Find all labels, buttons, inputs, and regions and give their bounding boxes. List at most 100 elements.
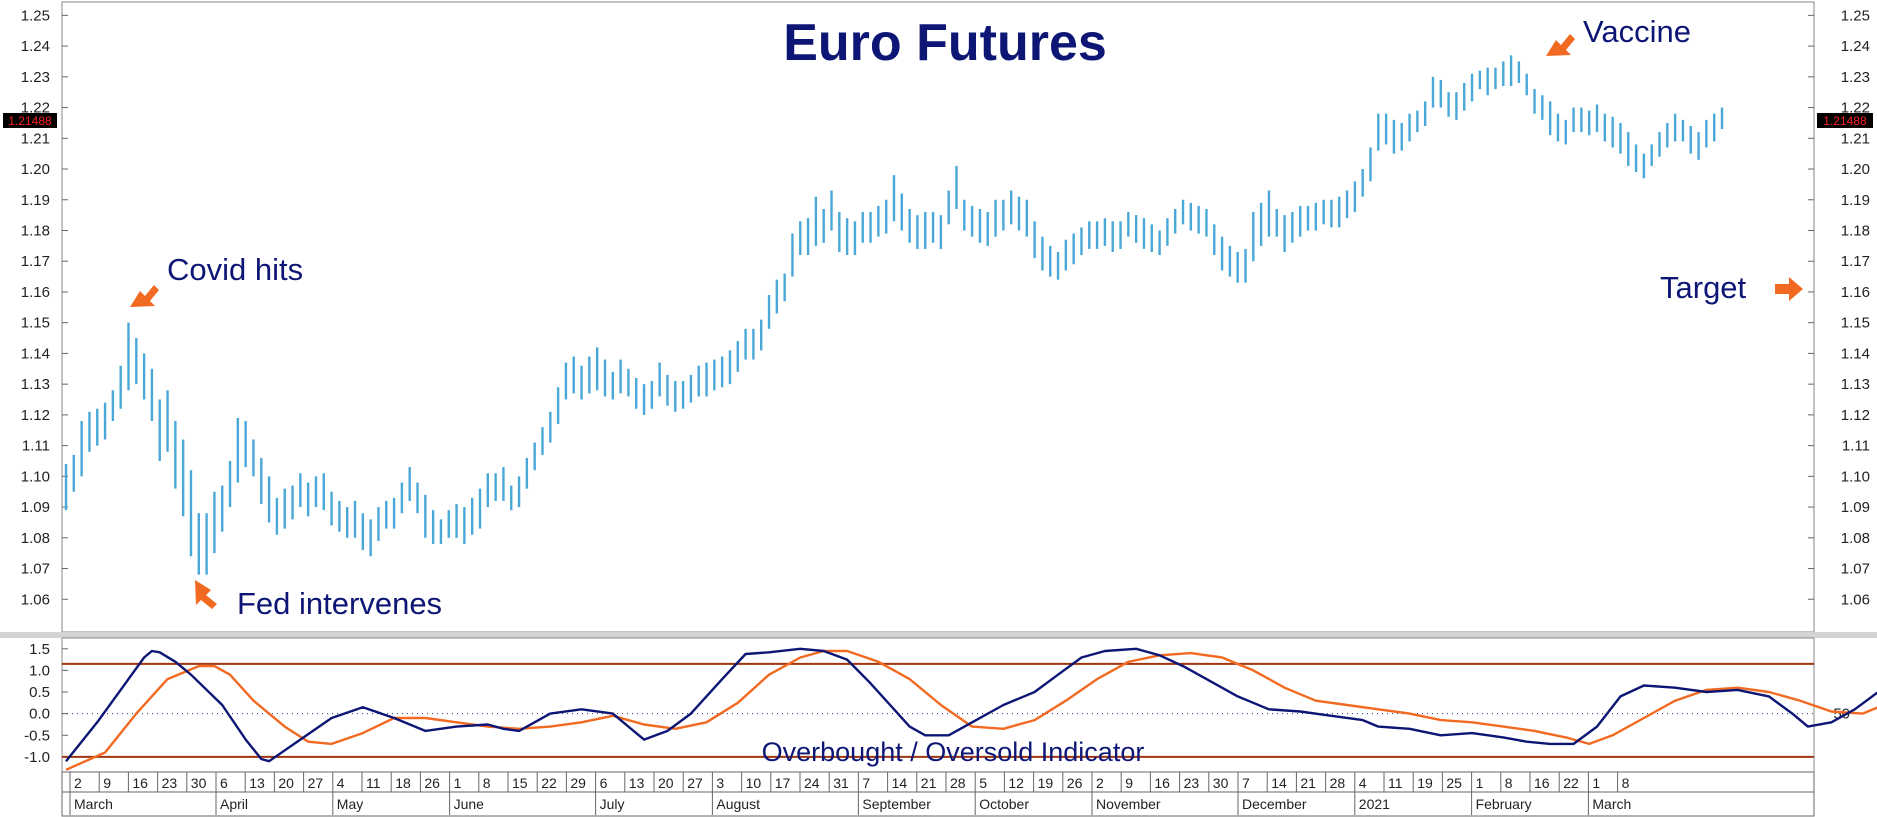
price-tick-label-left: 1.12	[21, 407, 50, 424]
date-week-label: 2	[74, 775, 82, 791]
date-week-label: 19	[1417, 775, 1433, 791]
date-month-label: April	[220, 796, 248, 812]
price-tick-label-right: 1.12	[1841, 407, 1870, 424]
date-month-label: August	[716, 796, 760, 812]
date-week-label: 26	[1067, 775, 1083, 791]
date-week-label: 8	[1505, 775, 1513, 791]
price-tick-label-right: 1.13	[1841, 376, 1870, 393]
price-tick-label-left: 1.11	[22, 438, 50, 455]
date-week-label: 6	[600, 775, 608, 791]
date-week-label: 11	[366, 775, 381, 791]
price-tick-label-left: 1.19	[21, 192, 50, 209]
indicator-tick-label: 0.0	[29, 706, 50, 723]
indicator-fast-line	[65, 647, 1877, 763]
date-week-label: 27	[308, 775, 324, 791]
date-month-label: July	[600, 796, 625, 812]
price-tick-label-right: 1.11	[1842, 438, 1870, 455]
arrow-down-left-icon	[1546, 34, 1575, 56]
price-flag-left-bg	[3, 113, 57, 128]
annotation-vaccine: Vaccine	[1546, 14, 1691, 56]
date-month-label: June	[454, 796, 485, 812]
price-tick-label-left: 1.18	[21, 222, 50, 239]
date-week-label: 9	[1125, 775, 1133, 791]
price-tick-label-right: 1.18	[1841, 222, 1870, 239]
date-week-label: 30	[1213, 775, 1229, 791]
date-month-label: 2021	[1359, 796, 1390, 812]
date-week-label: 23	[1184, 775, 1200, 791]
price-tick-label-right: 1.21	[1841, 130, 1870, 147]
price-tick-label-left: 1.20	[21, 161, 50, 178]
date-week-label: 29	[570, 775, 586, 791]
date-week-label: 27	[687, 775, 703, 791]
date-week-label: 22	[541, 775, 557, 791]
price-tick-label-left: 1.07	[21, 561, 50, 578]
arrow-right-icon	[1775, 277, 1803, 301]
date-month-label: May	[337, 796, 363, 812]
price-tick-label-right: 1.25	[1841, 7, 1870, 24]
date-week-label: 16	[1154, 775, 1170, 791]
date-week-label: 15	[512, 775, 528, 791]
indicator-lines	[65, 647, 1877, 771]
price-tick-label-right: 1.15	[1841, 315, 1870, 332]
date-week-label: 20	[658, 775, 674, 791]
price-tick-label-right: 1.09	[1841, 499, 1870, 516]
date-week-label: 21	[1300, 775, 1316, 791]
price-tick-label-right: 1.14	[1841, 345, 1870, 362]
date-week-label: 1	[454, 775, 462, 791]
price-flag-left: 1.21488	[3, 113, 57, 128]
price-flag-left-text: 1.21488	[8, 114, 52, 128]
price-tick-label-right: 1.10	[1841, 468, 1870, 485]
date-week-label: 17	[775, 775, 791, 791]
date-week-label: 28	[1330, 775, 1346, 791]
price-tick-label-left: 1.10	[21, 468, 50, 485]
panel-separator	[0, 632, 1877, 638]
date-week-label: 26	[424, 775, 440, 791]
price-tick-label-right: 1.24	[1841, 38, 1870, 55]
date-week-label: 8	[1622, 775, 1630, 791]
date-week-label: 16	[1534, 775, 1550, 791]
annotation-covid: Covid hits	[130, 252, 303, 307]
price-tick-label-right: 1.16	[1841, 284, 1870, 301]
arrow-up-left-icon	[195, 580, 217, 609]
price-tick-label-left: 1.23	[21, 69, 50, 86]
date-week-label: 30	[191, 775, 207, 791]
date-week-label: 4	[337, 775, 345, 791]
price-flag-right: 1.21488	[1817, 113, 1873, 128]
price-tick-label-left: 1.16	[21, 284, 50, 301]
date-month-label: March	[74, 796, 113, 812]
price-tick-label-left: 1.21	[21, 130, 50, 147]
date-month-label: March	[1592, 796, 1631, 812]
price-tick-label-left: 1.08	[21, 530, 50, 547]
indicator-tick-label: 1.5	[29, 641, 50, 658]
price-tick-label-right: 1.08	[1841, 530, 1870, 547]
date-month-label: December	[1242, 796, 1307, 812]
indicator-axis: 1.51.00.50.0-0.5-1.050	[24, 641, 1850, 766]
price-tick-label-left: 1.17	[21, 253, 50, 270]
date-week-label: 9	[103, 775, 111, 791]
chart-title: Euro Futures	[783, 14, 1107, 72]
date-week-label: 1	[1592, 775, 1600, 791]
date-axis-labels: 2 9 16 23 30 6 13 20 27 4 11 18 26 1 8 15 22 29 6 13 20 27 3 10…	[69, 772, 1631, 815]
price-tick-label-left: 1.22	[21, 100, 50, 117]
date-axis	[61, 771, 1815, 817]
annotation-target: Target	[1660, 270, 1803, 305]
indicator-tick-label: -1.0	[24, 749, 50, 766]
date-month-label: February	[1476, 796, 1532, 812]
date-week-label: 31	[833, 775, 849, 791]
date-week-label: 14	[892, 775, 908, 791]
price-tick-label-right: 1.17	[1841, 253, 1870, 270]
indicator-slow-line	[65, 649, 1877, 771]
indicator-tick-label: 1.0	[29, 662, 50, 679]
date-week-label: 11	[1388, 775, 1403, 791]
date-week-label: 1	[1476, 775, 1484, 791]
annotation-vaccine-text: Vaccine	[1583, 14, 1691, 49]
date-week-label: 24	[804, 775, 820, 791]
price-tick-label-left: 1.09	[21, 499, 50, 516]
price-tick-label-right: 1.07	[1841, 561, 1870, 578]
price-flag-right-bg	[1817, 113, 1873, 128]
price-tick-label-right: 1.19	[1841, 192, 1870, 209]
indicator-tick-label: 0.5	[29, 684, 50, 701]
annotation-fed-text: Fed intervenes	[237, 586, 442, 621]
